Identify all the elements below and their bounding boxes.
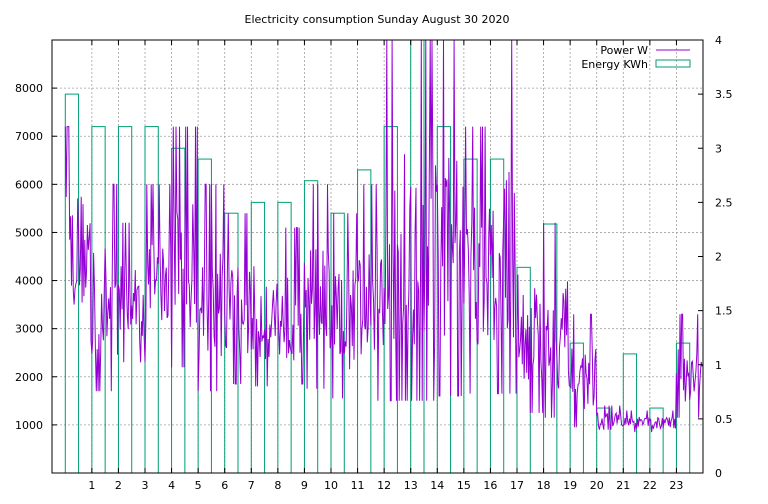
x-tick-label: 1 <box>88 479 95 492</box>
x-tick-label: 17 <box>510 479 524 492</box>
legend-swatch-energy <box>655 59 691 68</box>
power-series-line <box>64 39 703 433</box>
x-tick-label: 23 <box>669 479 683 492</box>
x-tick-label: 3 <box>142 479 149 492</box>
y-left-tick-label: 1000 <box>15 419 43 432</box>
x-tick-label: 8 <box>274 479 281 492</box>
x-tick-label: 5 <box>195 479 202 492</box>
y-right-tick-label: 1 <box>715 359 722 372</box>
x-tick-label: 15 <box>457 479 471 492</box>
y-left-tick-label: 7000 <box>15 130 43 143</box>
energy-bar <box>91 126 106 474</box>
y-right-tick-label: 3.5 <box>715 88 733 101</box>
x-tick-label: 6 <box>221 479 228 492</box>
legend-label-power: Power W <box>600 44 648 57</box>
y-right-tick-label: 2 <box>715 251 722 264</box>
x-tick-label: 19 <box>563 479 577 492</box>
x-tick-label: 4 <box>168 479 175 492</box>
ticks-layer: 1 2 3 4 5 6 7 8 9 10 11 12 13 14 15 16 17 18 19 20 21 22 23100… <box>15 34 733 492</box>
y-right-tick-label: 1.5 <box>715 305 733 318</box>
x-tick-label: 16 <box>483 479 497 492</box>
x-tick-label: 12 <box>377 479 391 492</box>
y-right-tick-label: 2.5 <box>715 196 733 209</box>
x-tick-label: 18 <box>537 479 551 492</box>
x-tick-label: 2 <box>115 479 122 492</box>
x-tick-label: 9 <box>301 479 308 492</box>
chart-legend: Power W Energy KWh <box>581 44 691 71</box>
y-left-tick-label: 4000 <box>15 275 43 288</box>
y-left-tick-label: 2000 <box>15 371 43 384</box>
chart-title: Electricity consumption Sunday August 30… <box>245 13 510 26</box>
y-right-tick-label: 0 <box>715 467 722 480</box>
y-left-tick-label: 5000 <box>15 226 43 239</box>
x-tick-label: 20 <box>590 479 604 492</box>
y-right-tick-label: 3 <box>715 142 722 155</box>
x-tick-label: 14 <box>430 479 444 492</box>
energy-bar <box>622 353 638 474</box>
x-tick-label: 21 <box>616 479 630 492</box>
x-tick-label: 11 <box>351 479 365 492</box>
power-line-layer <box>64 39 703 433</box>
y-right-tick-label: 4 <box>715 34 722 47</box>
x-tick-label: 7 <box>248 479 255 492</box>
energy-bar <box>144 126 159 474</box>
y-left-tick-label: 3000 <box>15 323 43 336</box>
x-tick-label: 22 <box>643 479 657 492</box>
energy-bar <box>649 407 664 474</box>
x-tick-label: 10 <box>324 479 338 492</box>
legend-label-energy: Energy KWh <box>581 58 648 71</box>
y-left-tick-label: 6000 <box>15 178 43 191</box>
y-left-tick-label: 8000 <box>15 82 43 95</box>
x-tick-label: 13 <box>404 479 418 492</box>
y-right-tick-label: 0.5 <box>715 413 733 426</box>
